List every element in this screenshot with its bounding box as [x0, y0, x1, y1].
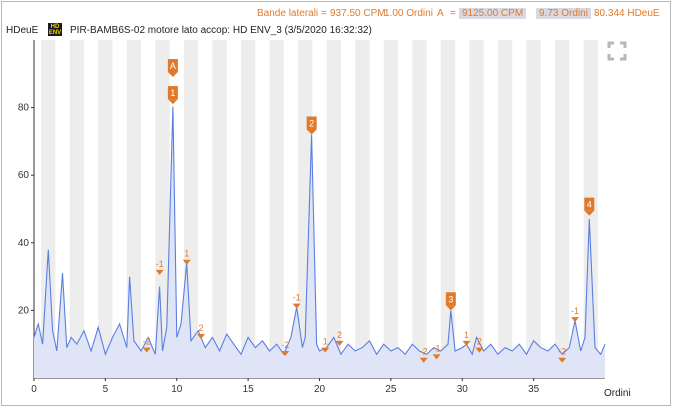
cursor-a-eq: = [450, 8, 456, 19]
sideband-marker [142, 347, 151, 353]
peak-marker-box [167, 86, 178, 100]
sideband-label: Bande laterali = [257, 8, 327, 19]
sideband-marker-label: 1 [464, 330, 469, 340]
order-band [98, 40, 113, 378]
sideband-marker [155, 269, 164, 275]
order-band [555, 40, 570, 378]
x-tick-label: 30 [457, 384, 469, 395]
order-band [469, 40, 484, 378]
peak-marker-pointer [306, 129, 317, 135]
spectrum-line [33, 106, 606, 356]
sideband-marker-label: -2 [143, 337, 151, 347]
y-tick-label: 40 [18, 238, 30, 249]
peak-marker-box [445, 292, 456, 306]
peak-marker-pointer [167, 72, 178, 78]
sideband-marker-label: -1 [433, 343, 441, 353]
sideband-marker [462, 340, 471, 346]
hd-env-badge-icon: HD ENV [48, 23, 62, 36]
peak-marker-label: 4 [587, 200, 592, 210]
peak-marker-box [306, 116, 317, 130]
sideband-marker [475, 347, 484, 353]
sideband-marker-label: -1 [571, 306, 579, 316]
sideband-marker-label: -1 [293, 293, 301, 303]
sideband-marker [571, 317, 580, 323]
sideband-marker [432, 354, 441, 360]
peak-marker-pointer [167, 99, 178, 105]
sideband-orders: 1.00 Ordini [384, 8, 433, 19]
y-tick-label: 60 [18, 170, 30, 181]
sideband-marker [321, 347, 330, 353]
peak-marker-box [167, 59, 178, 73]
sideband-marker-label: -2 [558, 347, 566, 357]
order-band [240, 40, 256, 378]
chart-title: PIR-BAMB6S-02 motore lato accop: HD ENV_… [70, 25, 372, 36]
x-tick-label: 5 [103, 384, 109, 395]
order-band [212, 40, 227, 378]
order-band [69, 40, 84, 378]
peak-marker-pointer [445, 305, 456, 311]
order-band [355, 40, 370, 378]
peak-marker-label: 1 [170, 88, 175, 98]
sideband-marker [335, 340, 344, 346]
cursor-a-amplitude: 80.344 HDeuE [594, 8, 660, 19]
sideband-marker-label: -2 [420, 347, 428, 357]
x-axis-label: Ordini [604, 388, 631, 399]
order-band [526, 40, 541, 378]
sideband-marker [197, 334, 206, 340]
cursor-a-cpm: 9125.00 CPM [459, 8, 527, 19]
x-tick-label: 15 [243, 384, 255, 395]
x-tick-label: 25 [385, 384, 397, 395]
order-band [383, 40, 399, 378]
sideband-info-bar: Bande laterali = 937.50 CPM 1.00 Ordini … [0, 6, 673, 22]
sideband-marker-label: 2 [199, 323, 204, 333]
peak-marker-label: A [170, 61, 176, 71]
sideband-marker-label: 1 [323, 337, 328, 347]
order-band [269, 40, 284, 378]
sideband-marker-label: 2 [477, 337, 482, 347]
x-tick-label: 20 [314, 384, 326, 395]
sideband-marker [419, 357, 428, 363]
order-band [326, 40, 341, 378]
peak-marker-pointer [584, 210, 595, 216]
cursor-a-orders: 9.73 Ordini [536, 8, 591, 19]
sideband-marker-label: -2 [281, 340, 289, 350]
x-tick-label: 0 [31, 384, 37, 395]
peak-marker-label: 2 [309, 119, 314, 129]
sideband-marker-label: 2 [337, 330, 342, 340]
sideband-marker [182, 259, 191, 265]
sideband-marker [558, 357, 567, 363]
sideband-marker [281, 350, 290, 356]
cursor-a-label: A [437, 8, 444, 19]
spectrum-area [34, 106, 605, 378]
x-tick-label: 35 [528, 384, 540, 395]
peak-marker-box [584, 197, 595, 211]
sideband-marker [292, 303, 301, 309]
order-band [41, 40, 56, 378]
badge-bottom-text: ENV [48, 30, 62, 36]
sideband-marker-label: 1 [184, 249, 189, 259]
expand-icon[interactable] [607, 41, 627, 61]
order-band [412, 40, 427, 378]
y-tick-label: 20 [18, 305, 30, 316]
y-tick-label: 80 [18, 103, 30, 114]
x-tick-label: 10 [171, 384, 183, 395]
badge-top-text: HD [50, 24, 60, 30]
sideband-cpm: 937.50 CPM [330, 8, 386, 19]
sideband-marker-label: -1 [156, 259, 164, 269]
order-band [497, 40, 513, 378]
peak-marker-label: 3 [448, 294, 453, 304]
y-unit-label: HDeuE [6, 25, 39, 36]
